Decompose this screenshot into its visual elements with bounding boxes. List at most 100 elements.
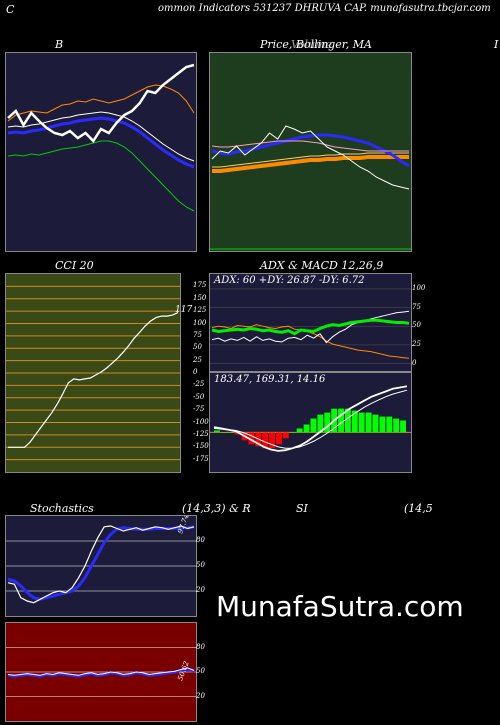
adx-line <box>211 318 410 336</box>
macd-line <box>213 385 408 452</box>
price-blue-ma-line <box>211 133 410 168</box>
adx-macd-title: ADX & MACD 12,26,9 <box>260 259 384 272</box>
will-blue-line <box>7 667 195 678</box>
right-edge-title: I <box>494 38 499 51</box>
macd-hist-bar-14 <box>310 418 317 433</box>
bollinger-upper-line <box>7 140 195 212</box>
will-tick-2: 20 <box>196 691 205 700</box>
cci-tick-11: -100 <box>193 417 209 426</box>
bollinger-title: B <box>55 38 64 51</box>
bollinger-mid-edge-line <box>7 111 195 162</box>
cci-tick-13: -150 <box>193 442 209 451</box>
bollinger-price-line <box>7 63 195 143</box>
macd-hist-bar-23 <box>372 414 379 433</box>
rsi-title: SI <box>296 502 308 515</box>
macd-hist-bar-13 <box>303 424 310 433</box>
cci-tick-5: 50 <box>193 343 202 352</box>
cci-tick-3: 100 <box>193 318 207 327</box>
cci-panel <box>5 273 181 473</box>
macd-hist-bar-12 <box>296 428 303 433</box>
price-ma-panel <box>209 52 412 252</box>
stoch-d-line <box>7 525 195 601</box>
macd-hist-bar-25 <box>386 416 393 433</box>
will-tick-0: 80 <box>196 642 205 651</box>
price-ma-overlap-title: Volume <box>291 38 333 51</box>
bollinger-svg <box>7 63 195 212</box>
cci-svg <box>6 285 180 461</box>
macd-hist-bar-2 <box>227 432 234 433</box>
price-pink-ma-line <box>211 140 409 152</box>
macd-svg <box>210 385 411 452</box>
macd-hist-bar-11 <box>289 432 296 433</box>
macd-hist-bar-26 <box>393 418 400 433</box>
stoch-value-label: 97.74 <box>176 516 190 535</box>
williams-panel: 50.62 <box>5 622 197 722</box>
stoch-tick-1: 50 <box>196 561 205 569</box>
cci-tick-4: 75 <box>193 330 202 339</box>
adx-plus-di-line <box>211 310 410 344</box>
williams-svg: 50.62 <box>6 647 196 697</box>
macd-hist-bar-5 <box>248 432 255 445</box>
stoch-k-line <box>7 525 195 604</box>
adx-tick-2: 50 <box>412 321 421 330</box>
macd-hist-bar-8 <box>269 432 276 449</box>
macd-hist-bar-22 <box>365 412 372 433</box>
macd-hist-bar-27 <box>400 420 406 433</box>
bollinger-panel <box>5 52 197 252</box>
stoch-tick-2: 20 <box>196 586 205 594</box>
macd-hist-bar-1 <box>220 432 227 433</box>
bollinger-mid-line <box>7 116 195 169</box>
macd-hist-bar-16 <box>324 412 331 433</box>
macd-hist-bar-3 <box>234 432 241 435</box>
bollinger-lower-line <box>7 84 195 122</box>
cci-tick-12: -125 <box>193 429 209 438</box>
macd-hist-bar-10 <box>282 432 289 439</box>
price-ma-band-line <box>212 155 409 173</box>
cci-tick-6: 25 <box>193 355 202 364</box>
page-header: ommon Indicators 531237 DHRUVA CAP. muna… <box>158 3 491 14</box>
adx-label: ADX: 60 +DY: 26.87 -DY: 6.72 <box>214 275 365 286</box>
adx-tick-3: 25 <box>412 339 421 348</box>
cci-tick-10: -75 <box>193 405 205 414</box>
macd-hist-bar-18 <box>338 408 344 433</box>
cci-tick-9: -50 <box>193 392 205 401</box>
adx-tick-1: 75 <box>412 302 421 311</box>
price-white-line <box>211 125 410 190</box>
cci-tick-8: -25 <box>193 380 205 389</box>
adx-tick-4: 0 <box>412 358 417 367</box>
cci-tick-14: -175 <box>193 454 209 463</box>
macd-label: 183.47, 169.31, 14.16 <box>214 374 326 385</box>
cci-value-label: 117 <box>175 305 193 315</box>
macd-hist-bar-20 <box>351 410 358 433</box>
cci-line <box>8 312 179 448</box>
macd-hist-bar-0 <box>214 430 220 433</box>
macd-signal-line <box>213 389 408 449</box>
stoch-tick-0: 80 <box>196 536 205 544</box>
stochastics-panel: 97.74 <box>5 515 197 617</box>
price-ma-title: Price, Bollinger, MA <box>260 38 372 51</box>
watermark: MunafaSutra.com <box>216 590 464 623</box>
cci-title: CCI 20 <box>55 259 94 272</box>
price-ma-band-edge-line <box>212 152 409 168</box>
macd-hist-bar-24 <box>379 416 386 433</box>
macd-hist-bar-19 <box>344 408 351 433</box>
macd-hist-bar-7 <box>262 432 269 449</box>
rsi-params: (14,5 <box>404 502 433 515</box>
adx-tick-0: 100 <box>412 283 426 292</box>
will-white-line <box>7 667 195 676</box>
macd-hist-bar-9 <box>276 432 282 445</box>
cci-tick-0: 175 <box>193 281 207 290</box>
adx-panel <box>209 273 412 372</box>
stochastics-svg: 97.74 <box>6 516 196 604</box>
cci-tick-1: 150 <box>193 293 207 302</box>
macd-hist-bar-21 <box>358 412 365 433</box>
stochastics-title: Stochastics <box>30 502 94 515</box>
macd-panel <box>209 372 412 473</box>
adx-svg <box>210 288 411 364</box>
cci-tick-7: 0 <box>193 368 198 376</box>
will-tick-1: 50 <box>196 667 205 675</box>
stochastics-params: (14,3,3) & R <box>182 502 251 515</box>
header-left-mark: C <box>6 3 15 16</box>
price-ma-svg <box>210 125 411 250</box>
macd-hist-bar-15 <box>317 414 324 433</box>
